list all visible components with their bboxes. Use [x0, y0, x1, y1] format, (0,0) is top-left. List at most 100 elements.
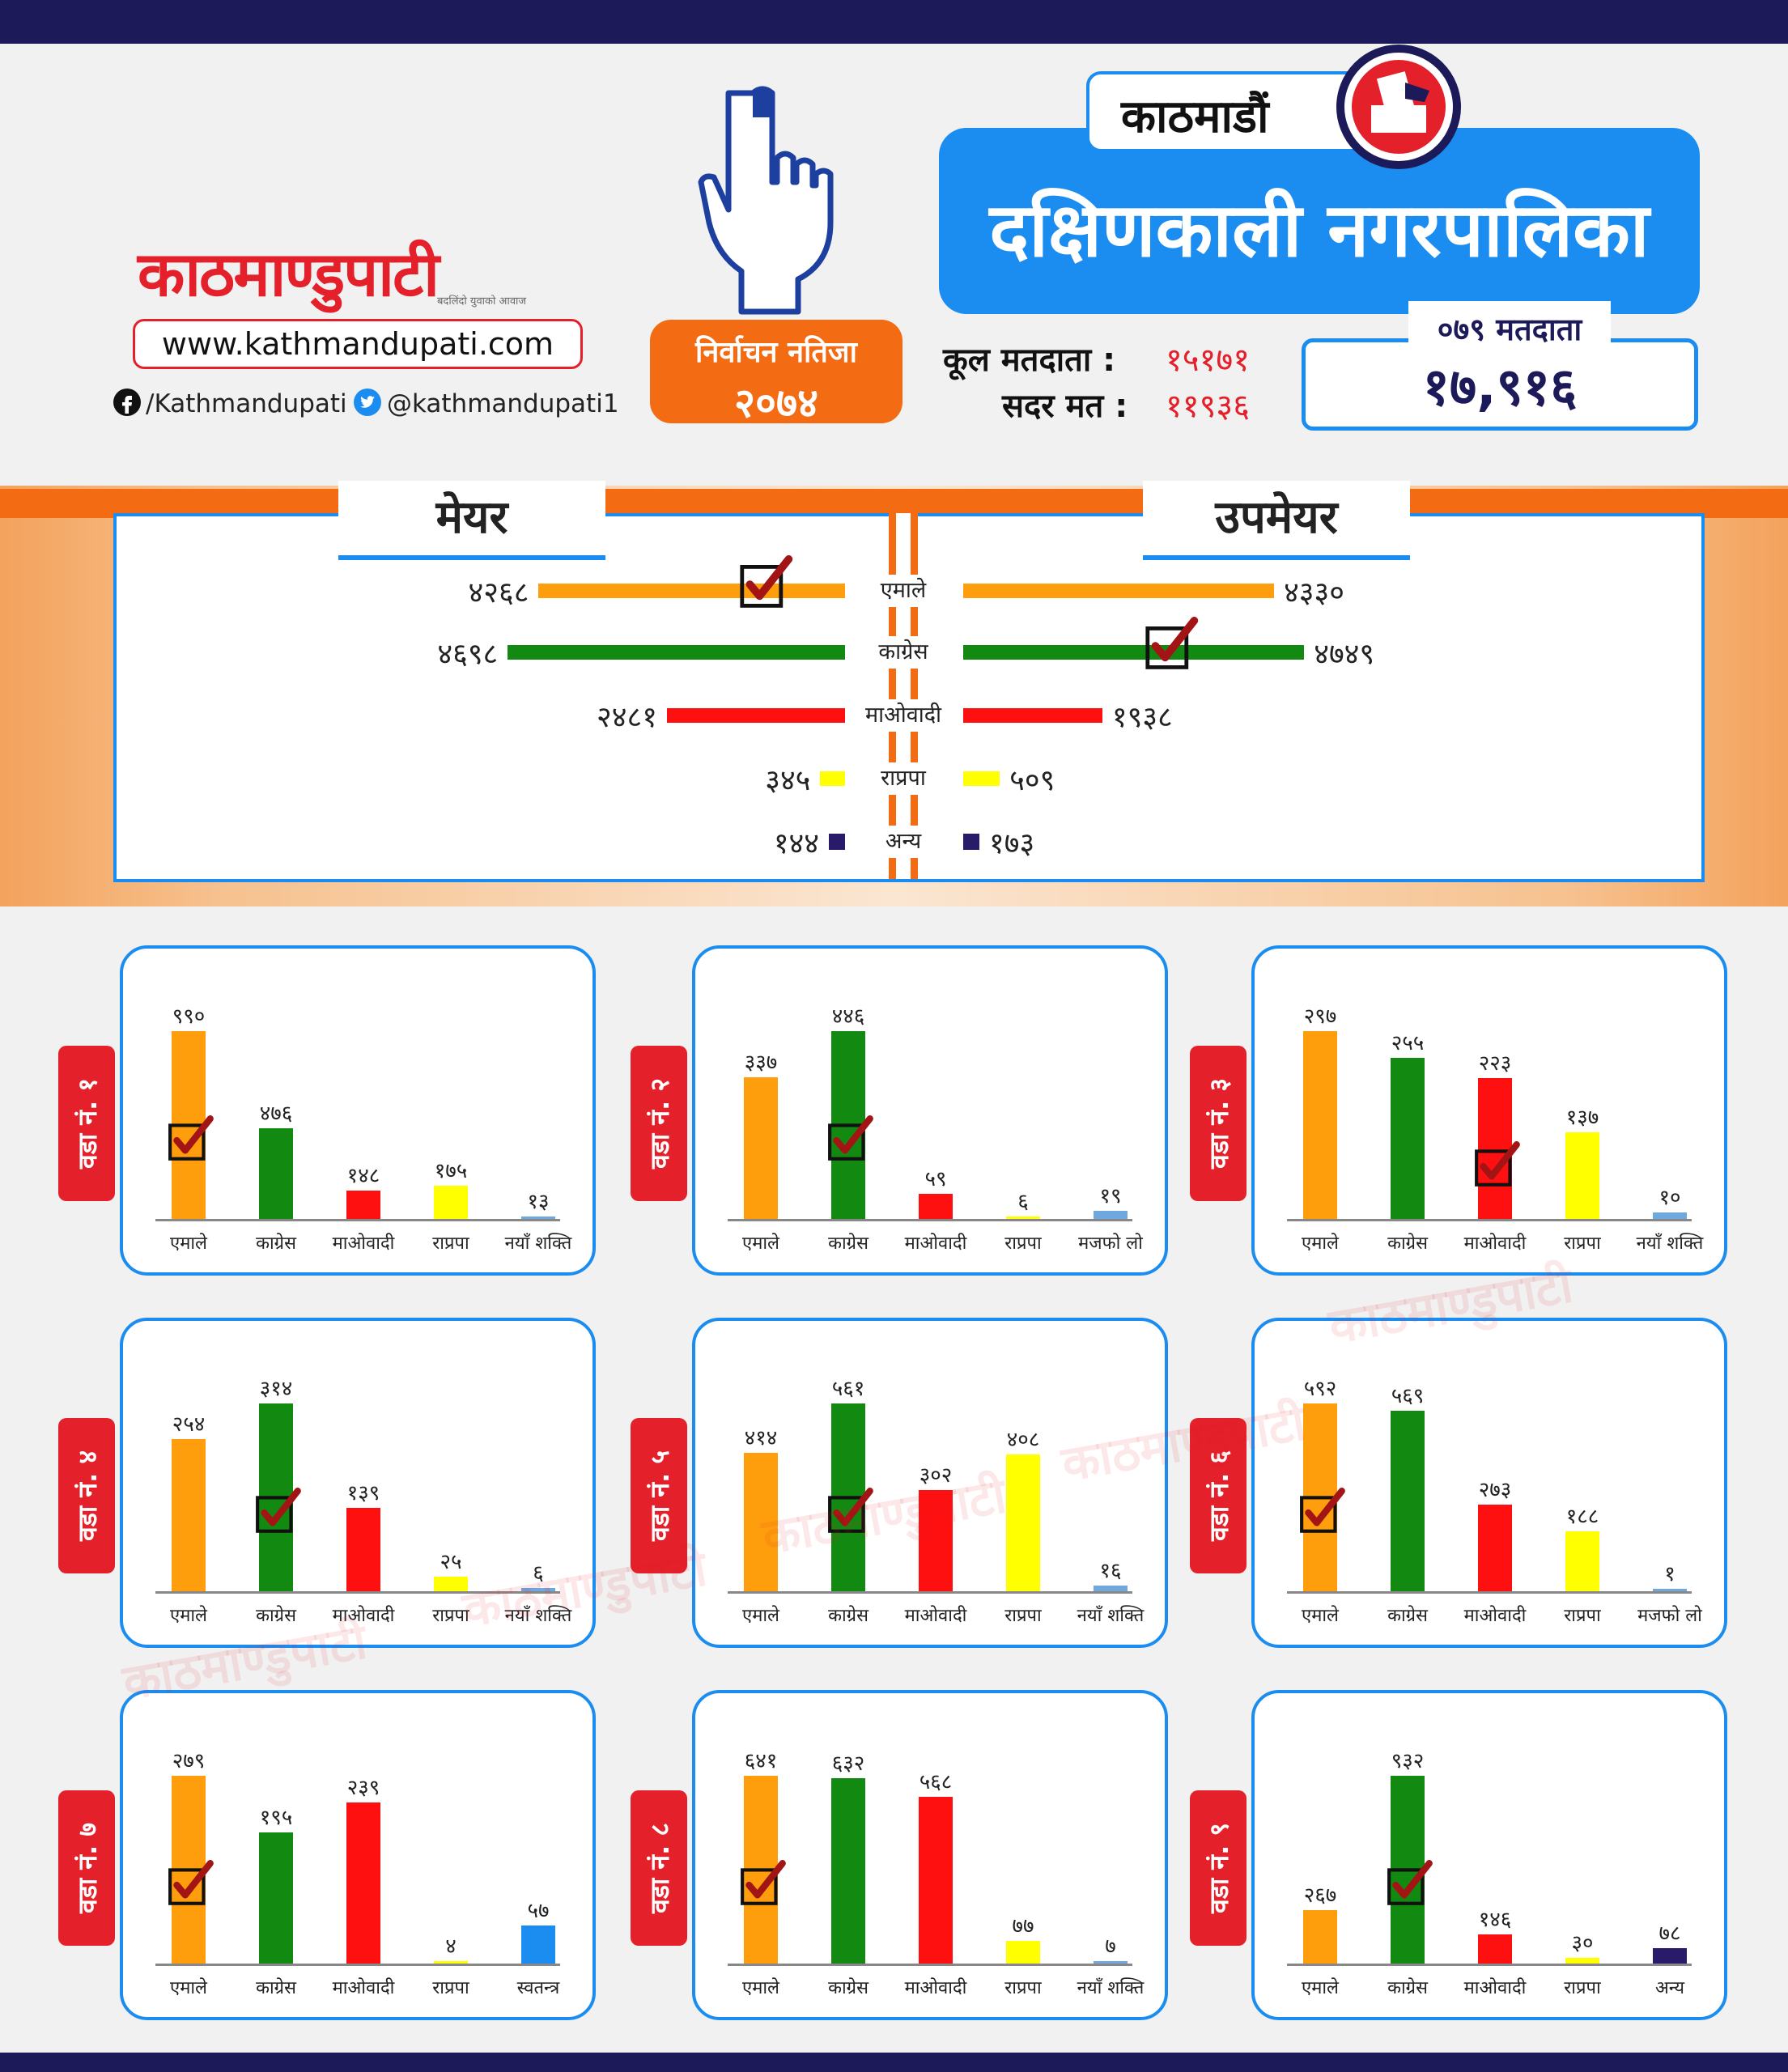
logo: काठमाण्डुपाटी [138, 238, 440, 310]
ward-bar-value: ४१४ [744, 1425, 778, 1450]
ward-bar-value: १४६ [1478, 1907, 1512, 1932]
facebook-icon[interactable] [113, 388, 141, 416]
deputy-value: ४७४९ [1314, 638, 1375, 671]
ward-bar-value: २५ [440, 1549, 462, 1574]
ward-card: २६७ एमाले ९३२ काग्रेस १४६ माओवादी ३० राप्रपा ७८ अ… [1251, 1690, 1727, 2020]
ward-bar-value: २२३ [1478, 1051, 1512, 1076]
ward-tag-label: वडा नं. १ [72, 1077, 103, 1170]
ward-bar-value: २५५ [1391, 1030, 1425, 1055]
ward-bar-value: ६ [1017, 1189, 1029, 1214]
ward-bar-value: ५७ [527, 1898, 550, 1923]
ward-bar [1565, 1957, 1599, 1964]
deputy-value: १९३८ [1111, 701, 1173, 734]
ward-bar-value: ६४१ [744, 1749, 778, 1773]
winner-check-icon [1475, 1141, 1520, 1187]
ward-bar-label: राप्रपा [1564, 1233, 1601, 1254]
ward-bar-label: नयाँ शक्ति [1636, 1233, 1704, 1254]
ward-tag: वडा नं. ४ [58, 1418, 115, 1573]
ward-bar-value: ५६१ [831, 1377, 865, 1401]
ward-bar-label: मजफो लो [1637, 1606, 1702, 1626]
ward-bar-value: १० [1658, 1186, 1681, 1211]
result-year: २०७४ [734, 380, 818, 427]
ward-bar [1094, 1211, 1128, 1219]
ward-baseline [728, 1219, 1132, 1221]
ward-bar-value: २९७ [1303, 1004, 1337, 1029]
ward-baseline [1287, 1964, 1692, 1966]
website-link[interactable]: www.kathmandupati.com [133, 319, 583, 369]
deputy-tab: उपमेयर [1143, 481, 1410, 560]
ward-bar-label: काग्रेस [256, 1978, 296, 1998]
mayor-value: १४४ [773, 827, 819, 860]
ward-tag: वडा नं. ६ [1190, 1418, 1247, 1573]
ward-tag: वडा नं. ७ [58, 1790, 115, 1946]
ward-bar-label: एमाले [742, 1978, 779, 1998]
ward-bar [1653, 1212, 1687, 1219]
ward-bar-label: राप्रपा [1564, 1606, 1601, 1626]
ward-bar-value: ५९२ [1303, 1377, 1337, 1401]
ward-bar [521, 1925, 555, 1964]
ward-bar-value: ४ [445, 1934, 457, 1959]
ward-bar [1006, 1941, 1040, 1964]
ward-tag-label: वडा नं. ३ [1204, 1077, 1234, 1170]
total-voters-label: कूल मतदाता : [943, 342, 1116, 379]
mayor-bar [666, 708, 845, 723]
ward-card: ९९० एमाले ४७६ काग्रेस १४८ माओवादी १७५ राप्रपा १३… [120, 945, 596, 1276]
ward-bar-label: राप्रपा [1004, 1233, 1042, 1254]
ward-bar-value: १३९ [346, 1481, 380, 1506]
ward-bar-label: एमाले [170, 1606, 207, 1626]
ward-baseline [155, 1591, 560, 1594]
voters-079-title-box [1408, 301, 1611, 348]
winner-check-icon [740, 555, 792, 608]
ward-bar-label: अन्य [1654, 1978, 1685, 1998]
ward-bar-label: एमाले [742, 1606, 779, 1626]
ward-bar-value: १४८ [346, 1164, 380, 1189]
winner-check-icon [1387, 1860, 1433, 1906]
ward-bar-value: ४०८ [1006, 1428, 1040, 1453]
ward-baseline [1287, 1219, 1692, 1221]
ward-bar-value: २५४ [172, 1412, 206, 1437]
winner-check-icon [168, 1115, 214, 1161]
ward-tag: वडा नं. ८ [631, 1790, 687, 1946]
ward-bar-value: ३० [1571, 1930, 1594, 1955]
ward-bar-label: राप्रपा [1004, 1978, 1042, 1998]
ward-bar-label: राप्रपा [432, 1978, 469, 1998]
ward-bar-label: नयाँ शक्ति [504, 1606, 572, 1626]
ward-bar-value: ६३२ [831, 1751, 865, 1777]
ward-bar [1478, 1505, 1512, 1591]
twitter-handle[interactable]: @kathmandupati1 [387, 389, 619, 418]
ward-bar [259, 1832, 293, 1964]
twitter-icon[interactable] [353, 388, 382, 416]
logo-tagline: बदलिंदो युवाको आवाज [437, 295, 527, 308]
ward-bar [1391, 1411, 1425, 1591]
valid-votes-value: ११९३६ [1166, 388, 1250, 425]
winner-check-icon [168, 1860, 214, 1906]
ward-tag-label: वडा नं. ४ [72, 1450, 103, 1542]
ward-card: २९७ एमाले २५५ काग्रेस २२३ माओवादी १३७ राप्रपा १०… [1251, 945, 1727, 1276]
ward-bar-label: माओवादी [332, 1978, 395, 1998]
ward-bar-value: ७८ [1658, 1921, 1681, 1946]
ward-bar-value: ६ [533, 1560, 544, 1586]
ward-bar [1653, 1589, 1687, 1591]
ward-bar [1565, 1531, 1599, 1591]
deputy-bar [963, 834, 979, 850]
facebook-handle[interactable]: /Kathmandupati [146, 389, 347, 418]
ward-bar-label: माओवादी [904, 1978, 967, 1998]
ward-bar-value: ४४६ [831, 1004, 865, 1029]
ward-bar-label: राप्रपा [1004, 1606, 1042, 1626]
result-badge: निर्वाचन नतिजा २०७४ [650, 320, 902, 427]
mayor-value: ४६९८ [437, 638, 499, 671]
ward-bar [919, 1194, 953, 1219]
ward-bar [346, 1508, 380, 1591]
ward-card: २७९ एमाले १९५ काग्रेस २३९ माओवादी ४ राप्रपा ५७ स्… [120, 1690, 596, 2020]
top-bar [0, 0, 1788, 44]
deputy-bar [963, 771, 1000, 786]
ward-bar-value: १६ [1099, 1559, 1122, 1584]
ward-bar [744, 1452, 778, 1591]
ward-bar [172, 1439, 206, 1591]
ward-bar [346, 1802, 380, 1964]
ward-baseline [155, 1964, 560, 1966]
ward-bar-value: १८८ [1565, 1505, 1599, 1530]
ward-bar [1094, 1961, 1128, 1964]
panel-divider-inner [896, 513, 911, 879]
ward-bar-value: ४७६ [259, 1102, 293, 1127]
